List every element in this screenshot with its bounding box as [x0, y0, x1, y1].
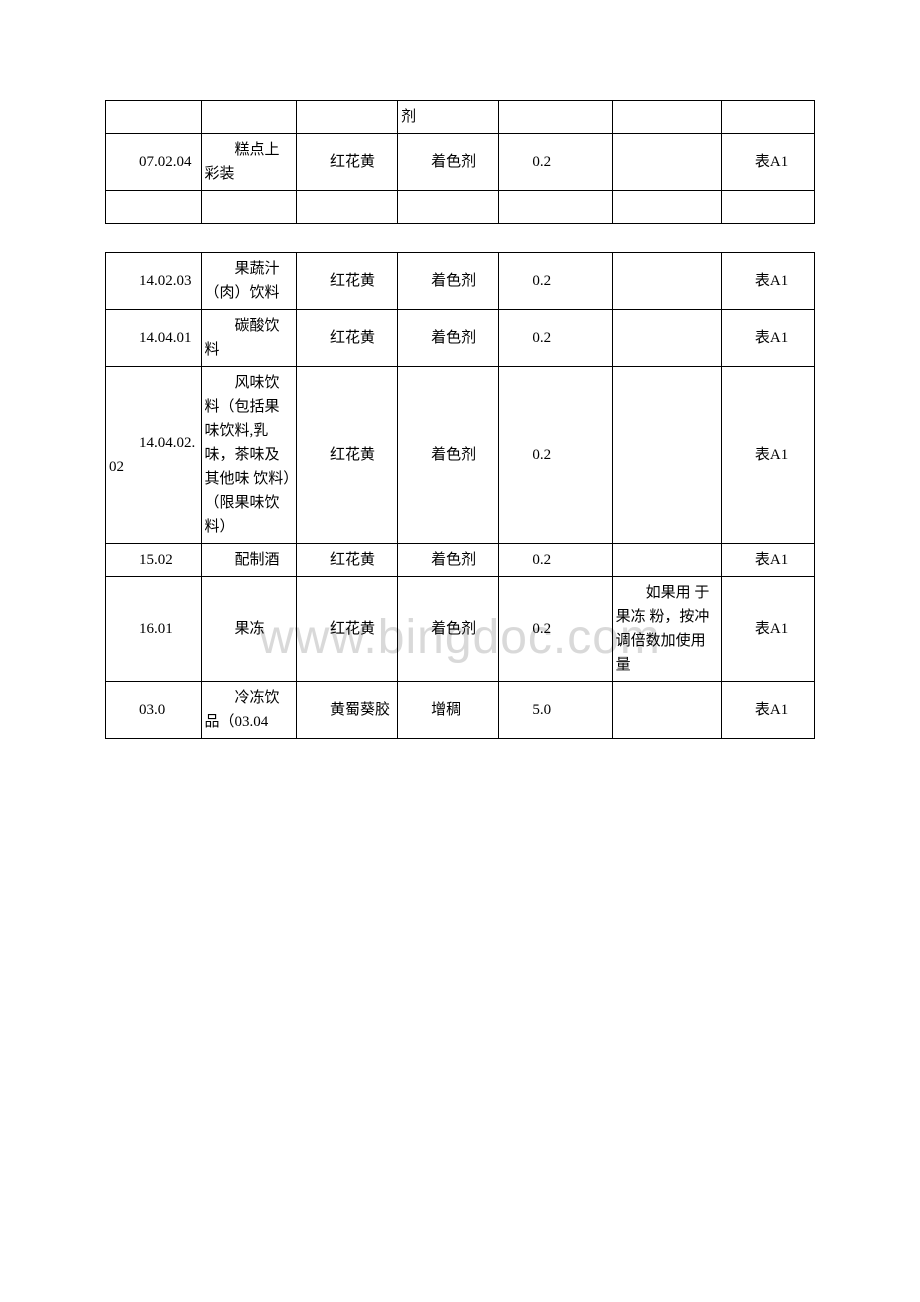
cell: 如果用 于果冻 粉，按冲调倍数加使用量 [612, 577, 721, 682]
cell: 冷冻饮品（03.04 [201, 682, 297, 739]
cell: 5.0 [499, 682, 612, 739]
cell [499, 191, 612, 224]
cell [612, 544, 721, 577]
data-table-2: 14.02.03 果蔬汁（肉）饮料 红花黄 着色剂 0.2 表A1 14.04.… [105, 252, 815, 739]
cell: 红花黄 [297, 253, 398, 310]
cell: 着色剂 [398, 253, 499, 310]
cell: 着色剂 [398, 367, 499, 544]
cell: 红花黄 [297, 310, 398, 367]
cell: 风味饮料（包括果味饮料,乳味，茶味及其他味 饮料）（限果味饮料） [201, 367, 297, 544]
cell: 表A1 [721, 544, 814, 577]
table-row: 14.02.03 果蔬汁（肉）饮料 红花黄 着色剂 0.2 表A1 [106, 253, 815, 310]
cell [612, 253, 721, 310]
cell: 0.2 [499, 577, 612, 682]
data-table-1: 剂 07.02.04 糕点上彩装 红花黄 着色剂 0.2 表A1 [105, 100, 815, 224]
cell [721, 191, 814, 224]
cell: 15.02 [106, 544, 202, 577]
cell: 红花黄 [297, 367, 398, 544]
cell: 增稠 [398, 682, 499, 739]
table-row: 03.0 冷冻饮品（03.04 黄蜀葵胶 增稠 5.0 表A1 [106, 682, 815, 739]
cell: 表A1 [721, 253, 814, 310]
table-row: 剂 [106, 101, 815, 134]
cell [612, 101, 721, 134]
cell [106, 101, 202, 134]
cell [106, 191, 202, 224]
cell: 表A1 [721, 134, 814, 191]
cell: 红花黄 [297, 544, 398, 577]
cell [297, 101, 398, 134]
cell: 0.2 [499, 544, 612, 577]
table-2-body: 14.02.03 果蔬汁（肉）饮料 红花黄 着色剂 0.2 表A1 14.04.… [106, 253, 815, 739]
cell [612, 682, 721, 739]
cell: 0.2 [499, 253, 612, 310]
cell: 14.04.02.02 [106, 367, 202, 544]
cell: 0.2 [499, 367, 612, 544]
table-row: 14.04.02.02 风味饮料（包括果味饮料,乳味，茶味及其他味 饮料）（限果… [106, 367, 815, 544]
cell [721, 101, 814, 134]
cell: 表A1 [721, 577, 814, 682]
cell: 0.2 [499, 134, 612, 191]
cell: 糕点上彩装 [201, 134, 297, 191]
cell: 着色剂 [398, 310, 499, 367]
cell: 03.0 [106, 682, 202, 739]
table-row: 15.02 配制酒 红花黄 着色剂 0.2 表A1 [106, 544, 815, 577]
cell: 配制酒 [201, 544, 297, 577]
cell: 表A1 [721, 682, 814, 739]
table-row [106, 191, 815, 224]
table-row: 14.04.01 碳酸饮料 红花黄 着色剂 0.2 表A1 [106, 310, 815, 367]
page-content: 剂 07.02.04 糕点上彩装 红花黄 着色剂 0.2 表A1 [105, 100, 815, 739]
table-row: 16.01 果冻 红花黄 着色剂 0.2 如果用 于果冻 粉，按冲调倍数加使用量… [106, 577, 815, 682]
cell [297, 191, 398, 224]
cell [612, 367, 721, 544]
cell: 着色剂 [398, 134, 499, 191]
cell: 表A1 [721, 310, 814, 367]
cell [499, 101, 612, 134]
cell: 果蔬汁（肉）饮料 [201, 253, 297, 310]
cell: 果冻 [201, 577, 297, 682]
cell [398, 191, 499, 224]
cell: 着色剂 [398, 544, 499, 577]
cell: 黄蜀葵胶 [297, 682, 398, 739]
cell: 红花黄 [297, 134, 398, 191]
cell: 16.01 [106, 577, 202, 682]
cell [612, 310, 721, 367]
cell: 14.02.03 [106, 253, 202, 310]
cell: 0.2 [499, 310, 612, 367]
table-row: 07.02.04 糕点上彩装 红花黄 着色剂 0.2 表A1 [106, 134, 815, 191]
cell [201, 191, 297, 224]
table-1-body: 剂 07.02.04 糕点上彩装 红花黄 着色剂 0.2 表A1 [106, 101, 815, 224]
cell: 红花黄 [297, 577, 398, 682]
cell: 14.04.01 [106, 310, 202, 367]
cell [201, 101, 297, 134]
cell: 碳酸饮料 [201, 310, 297, 367]
cell: 表A1 [721, 367, 814, 544]
cell [612, 191, 721, 224]
cell [612, 134, 721, 191]
cell: 着色剂 [398, 577, 499, 682]
cell: 剂 [398, 101, 499, 134]
cell: 07.02.04 [106, 134, 202, 191]
